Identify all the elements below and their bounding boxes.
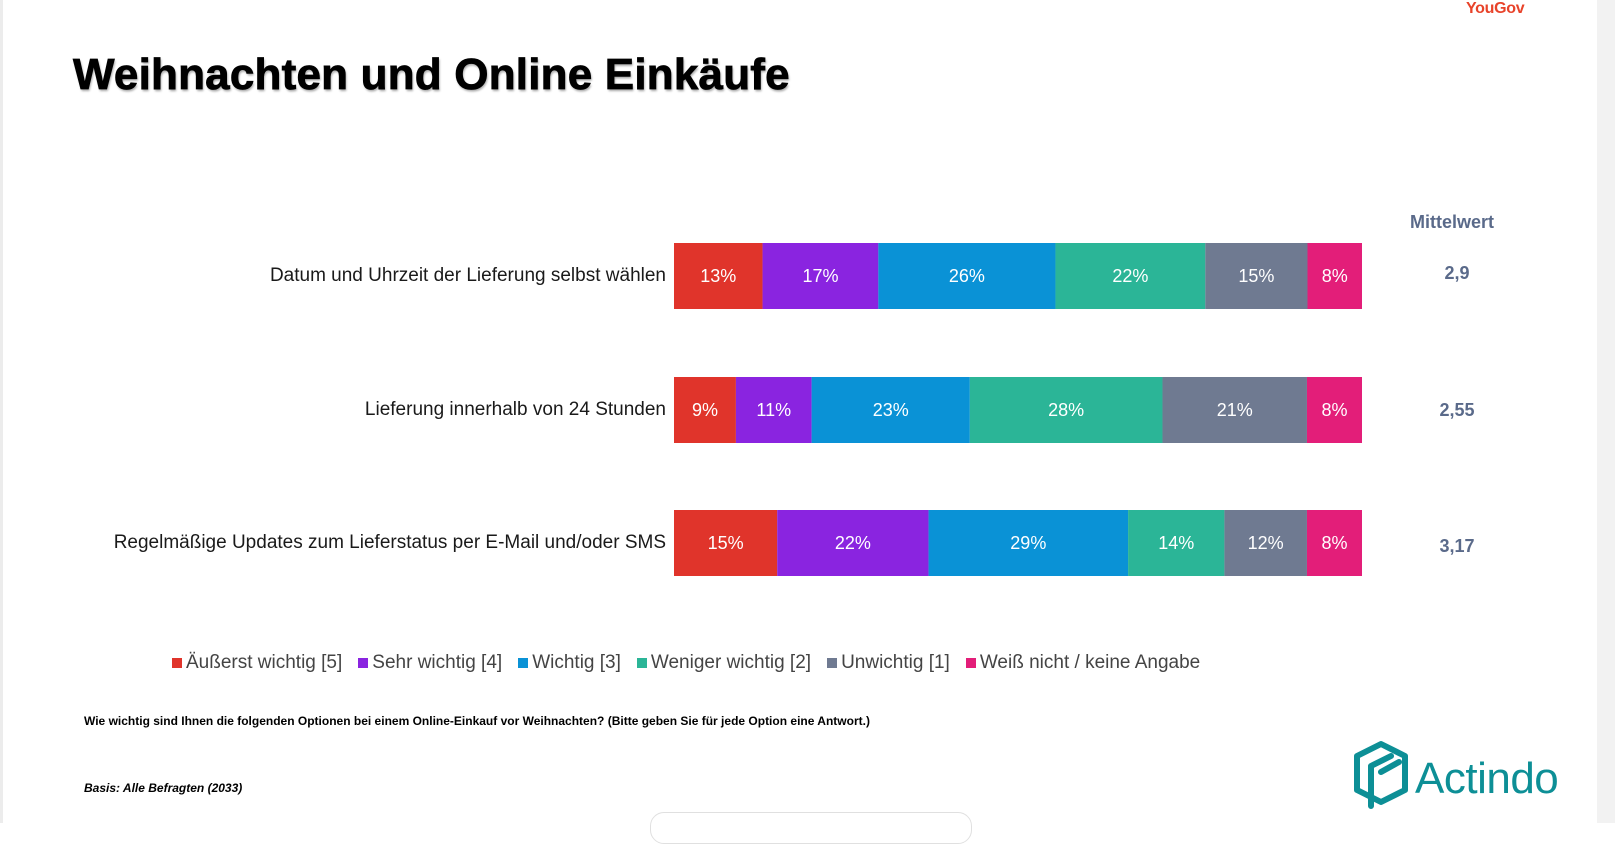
bar-segment-label: 29% <box>1010 533 1046 553</box>
bar-segment <box>1307 243 1362 309</box>
bar-segment-label: 12% <box>1248 533 1284 553</box>
legend-item: Weiß nicht / keine Angabe <box>965 652 1201 674</box>
bottom-tab-handle[interactable] <box>650 812 972 844</box>
yougov-logo: YouGov <box>1466 0 1525 17</box>
bar-segment <box>1128 510 1225 576</box>
bar-segment-label: 8% <box>1321 533 1347 553</box>
bar-segment-label: 23% <box>873 400 909 420</box>
legend-label: Weiß nicht / keine Angabe <box>979 652 1201 673</box>
bar-segment <box>1306 510 1362 576</box>
legend-label: Wichtig [3] <box>532 652 621 673</box>
bar-segment <box>811 377 970 443</box>
stacked-bar-chart: 13% 17% 26% 22% 15% 8% 9% 11% 23% 28% 21% 8% 15% 22% 2… <box>674 243 1362 576</box>
legend-swatch <box>636 658 647 668</box>
bar-segment <box>777 510 929 576</box>
bar-segment-label: 9% <box>692 400 718 420</box>
actindo-wordmark: Actindo <box>1415 753 1559 803</box>
chart-legend: Äußerst wichtig [5] Sehr wichtig [4] Wic… <box>172 652 1200 674</box>
bar-segment <box>1224 510 1307 576</box>
row-label: Regelmäßige Updates zum Lieferstatus per… <box>113 532 666 553</box>
bar-segment-label: 8% <box>1322 266 1348 286</box>
bar-segment <box>762 243 879 309</box>
bar-segment-label: 22% <box>835 533 871 553</box>
mean-column-header: Mittelwert <box>1410 212 1495 232</box>
legend-swatch <box>965 658 976 668</box>
bar-segment <box>735 377 812 443</box>
bar-segment-label: 28% <box>1048 400 1084 420</box>
legend-swatch <box>172 658 182 668</box>
bar-segment <box>674 510 778 576</box>
mean-value: 3,17 <box>1439 536 1475 556</box>
legend-item: Äußerst wichtig [5] <box>172 652 342 674</box>
bar-segment <box>674 377 736 443</box>
bar-segment-label: 22% <box>1112 266 1148 286</box>
legend-swatch <box>518 658 529 668</box>
bar-segment <box>928 510 1129 576</box>
legend-item: Sehr wichtig [4] <box>358 652 502 674</box>
page-title: Weihnachten und Online Einkäufe <box>73 50 790 100</box>
bar-segment <box>878 243 1056 309</box>
bar-segment-label: 8% <box>1321 400 1347 420</box>
legend-item: Wichtig [3] <box>518 652 621 674</box>
mean-value: 2,55 <box>1439 400 1475 420</box>
legend-label: Unwichtig [1] <box>841 652 950 673</box>
actindo-logo: Actindo <box>1353 740 1559 817</box>
legend-label: Äußerst wichtig [5] <box>186 652 343 673</box>
bar-segment <box>1205 243 1308 309</box>
bar-segment-label: 26% <box>949 266 985 286</box>
bar-segment <box>674 243 763 309</box>
bar-segment <box>1162 377 1307 443</box>
bar-segment-label: 14% <box>1158 533 1194 553</box>
bar-segment-label: 21% <box>1217 400 1253 420</box>
mean-value: 2,9 <box>1444 263 1470 283</box>
bar-segment <box>1055 243 1206 309</box>
legend-item: Unwichtig [1] <box>827 652 950 674</box>
bar-segment-label: 17% <box>802 266 838 286</box>
page-left-edge <box>0 0 3 823</box>
legend-label: Sehr wichtig [4] <box>372 652 503 673</box>
legend-label: Weniger wichtig [2] <box>650 652 812 673</box>
bar-segment-label: 15% <box>708 533 744 553</box>
survey-basis: Basis: Alle Befragten (2033) <box>84 781 243 795</box>
legend-item: Weniger wichtig [2] <box>636 652 812 674</box>
row-label: Lieferung innerhalb von 24 Stunden <box>364 399 666 420</box>
bar-segment-label: 15% <box>1238 266 1274 286</box>
page-right-edge <box>1597 0 1615 823</box>
bar-segment <box>1306 377 1362 443</box>
bar-segment-label: 13% <box>700 266 736 286</box>
legend-swatch <box>827 658 838 668</box>
bar-segment-label: 11% <box>756 400 791 420</box>
actindo-cube-icon <box>1353 740 1409 817</box>
legend-swatch <box>358 658 369 668</box>
survey-question: Wie wichtig sind Ihnen die folgenden Opt… <box>84 714 870 728</box>
row-label: Datum und Uhrzeit der Lieferung selbst w… <box>269 265 666 286</box>
bar-segment <box>969 377 1163 443</box>
